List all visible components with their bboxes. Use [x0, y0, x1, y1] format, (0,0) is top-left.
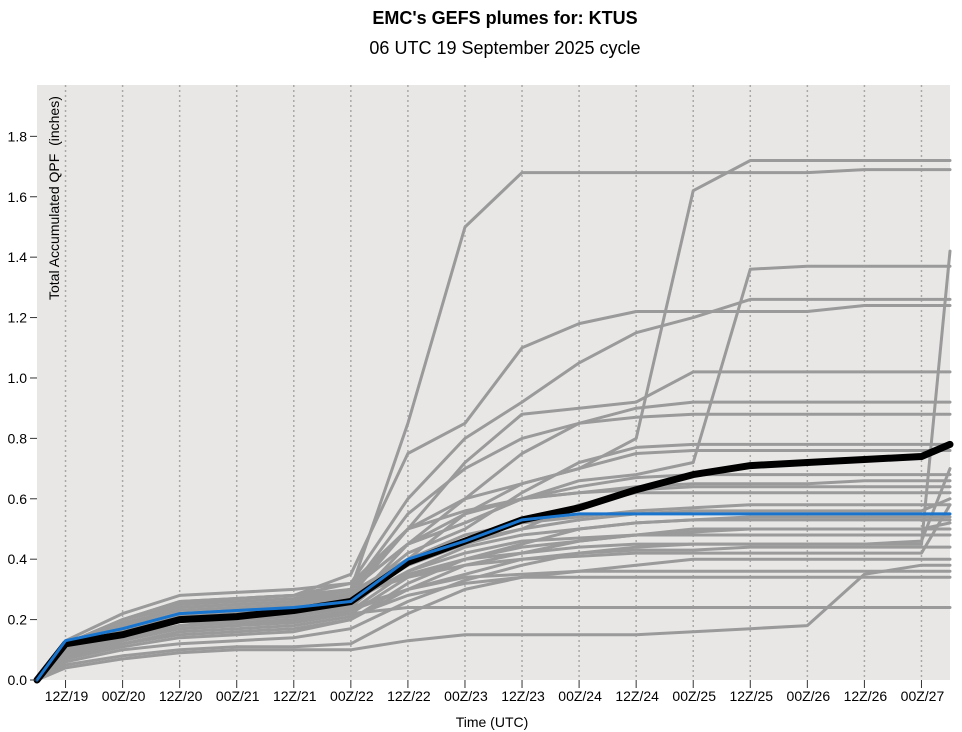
y-tick-label: 0.6	[8, 491, 28, 507]
x-tick-label: 12Z/24	[615, 688, 659, 704]
x-tick-label: 12Z/20	[159, 688, 203, 704]
y-axis-label: Total Accumulated QPF (inches)	[46, 96, 62, 300]
x-axis-label: Time (UTC)	[456, 714, 529, 730]
chart-title: EMC's GEFS plumes for: KTUS	[372, 8, 637, 28]
y-tick-label: 1.0	[8, 370, 28, 386]
ensemble-member-line	[35, 575, 952, 682]
x-tick-label: 00Z/20	[102, 688, 146, 704]
x-tick-label: 12Z/19	[45, 688, 89, 704]
x-tick-label: 12Z/22	[387, 688, 431, 704]
y-tick-label: 0.0	[8, 672, 28, 688]
ensemble-member-line	[35, 159, 952, 682]
y-tick-label: 1.2	[8, 310, 28, 326]
plot-area	[37, 85, 950, 680]
y-tick-label: 0.2	[8, 612, 28, 628]
y-tick-label: 0.8	[8, 430, 28, 446]
ensemble-member-line	[35, 304, 952, 682]
ensemble-member-line	[35, 491, 952, 682]
chart-subtitle: 06 UTC 19 September 2025 cycle	[369, 38, 640, 58]
y-tick-label: 1.8	[8, 128, 28, 144]
ensemble-member-line	[35, 518, 952, 682]
x-tick-label: 00Z/23	[444, 688, 488, 704]
x-tick-label: 12Z/25	[729, 688, 773, 704]
x-tick-label: 00Z/22	[330, 688, 374, 704]
ensemble-member-line	[35, 563, 952, 682]
x-tick-label: 00Z/27	[901, 688, 945, 704]
x-tick-label: 00Z/26	[787, 688, 831, 704]
x-tick-label: 12Z/26	[844, 688, 888, 704]
ensemble-member-line	[35, 503, 952, 682]
control-run-line	[35, 512, 952, 682]
x-tick-label: 12Z/23	[501, 688, 545, 704]
ensemble-member-line	[35, 485, 952, 682]
y-tick-label: 1.6	[8, 189, 28, 205]
y-tick-label: 1.4	[8, 249, 28, 265]
ensemble-member-line	[35, 606, 952, 682]
x-tick-label: 12Z/21	[273, 688, 317, 704]
y-tick-label: 0.4	[8, 551, 28, 567]
ensemble-member-line	[35, 557, 952, 682]
ensemble-member-line	[35, 467, 952, 682]
x-tick-label: 00Z/25	[672, 688, 716, 704]
x-tick-label: 00Z/21	[216, 688, 260, 704]
x-tick-label: 00Z/24	[558, 688, 602, 704]
